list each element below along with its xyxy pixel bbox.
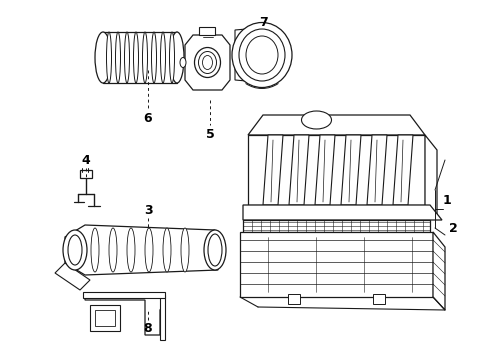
- Ellipse shape: [116, 32, 121, 83]
- Text: 4: 4: [82, 153, 90, 166]
- Polygon shape: [55, 263, 90, 290]
- Bar: [373, 294, 385, 304]
- Ellipse shape: [68, 235, 82, 265]
- Bar: [95, 310, 115, 326]
- Ellipse shape: [170, 32, 184, 83]
- Polygon shape: [367, 135, 387, 205]
- Text: 5: 5: [206, 129, 215, 141]
- Ellipse shape: [170, 32, 174, 83]
- Ellipse shape: [195, 48, 220, 77]
- Ellipse shape: [246, 36, 278, 74]
- Polygon shape: [243, 220, 430, 232]
- Ellipse shape: [301, 111, 332, 129]
- Text: 7: 7: [259, 15, 268, 28]
- Text: 3: 3: [144, 203, 152, 216]
- Polygon shape: [83, 292, 165, 298]
- Ellipse shape: [127, 228, 135, 272]
- Polygon shape: [289, 135, 309, 205]
- Bar: [199, 27, 215, 35]
- Polygon shape: [433, 232, 445, 310]
- Polygon shape: [243, 205, 442, 220]
- Ellipse shape: [181, 228, 189, 272]
- Text: 2: 2: [449, 221, 458, 234]
- Polygon shape: [315, 135, 335, 205]
- Polygon shape: [85, 298, 163, 335]
- Polygon shape: [425, 135, 437, 218]
- Ellipse shape: [239, 29, 285, 81]
- Ellipse shape: [91, 228, 99, 272]
- Polygon shape: [248, 115, 425, 135]
- Text: 6: 6: [144, 112, 152, 125]
- Ellipse shape: [163, 228, 171, 272]
- Bar: [160, 295, 165, 340]
- Bar: [80, 170, 92, 178]
- Ellipse shape: [208, 234, 222, 266]
- Bar: [90, 305, 120, 331]
- Polygon shape: [240, 232, 433, 297]
- Ellipse shape: [109, 228, 117, 272]
- Polygon shape: [185, 35, 230, 90]
- Ellipse shape: [204, 230, 226, 270]
- Ellipse shape: [124, 32, 129, 83]
- Polygon shape: [248, 135, 425, 205]
- Ellipse shape: [232, 22, 292, 87]
- Ellipse shape: [106, 32, 112, 83]
- Polygon shape: [341, 135, 361, 205]
- Polygon shape: [393, 135, 413, 205]
- Ellipse shape: [95, 32, 111, 83]
- Polygon shape: [235, 28, 258, 82]
- Ellipse shape: [143, 32, 147, 83]
- Text: 1: 1: [443, 194, 452, 207]
- Ellipse shape: [145, 228, 153, 272]
- Ellipse shape: [180, 58, 186, 68]
- Ellipse shape: [202, 55, 213, 69]
- Ellipse shape: [151, 32, 156, 83]
- Text: 8: 8: [144, 321, 152, 334]
- Ellipse shape: [161, 32, 166, 83]
- Ellipse shape: [133, 32, 139, 83]
- Ellipse shape: [198, 51, 217, 73]
- Bar: [288, 294, 300, 304]
- Ellipse shape: [63, 230, 87, 270]
- Polygon shape: [263, 135, 283, 205]
- Polygon shape: [65, 225, 218, 275]
